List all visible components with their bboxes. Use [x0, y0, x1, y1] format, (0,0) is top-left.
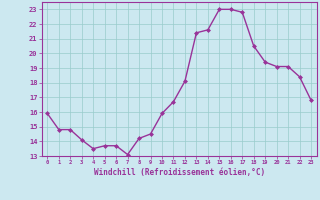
X-axis label: Windchill (Refroidissement éolien,°C): Windchill (Refroidissement éolien,°C): [94, 168, 265, 177]
